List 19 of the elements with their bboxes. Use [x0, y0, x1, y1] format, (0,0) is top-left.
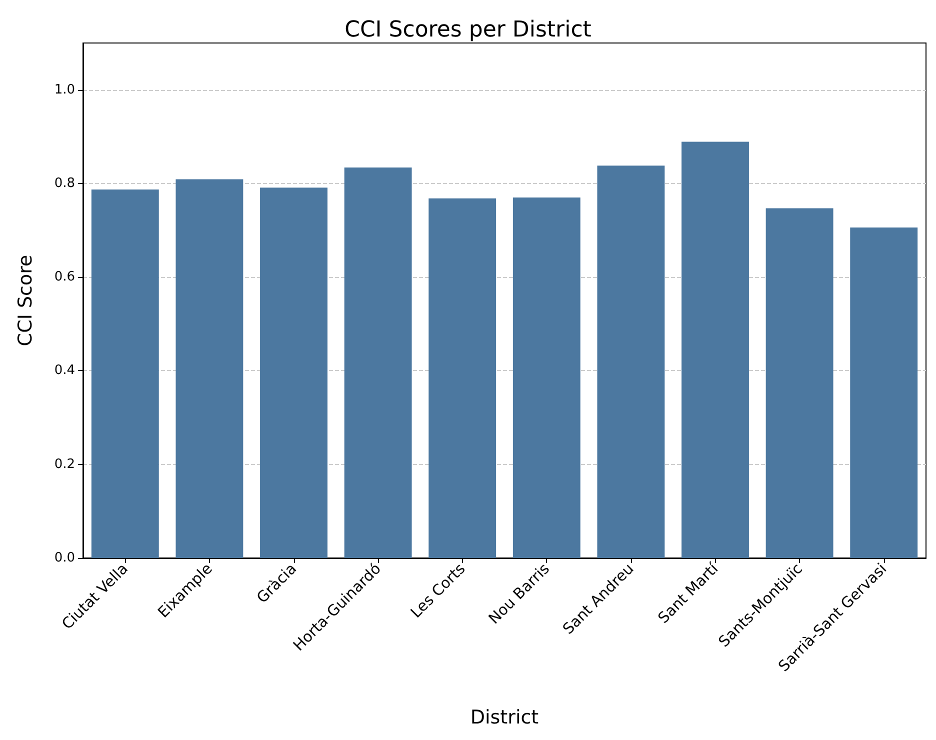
bar — [176, 179, 244, 558]
y-tick-label: 0.2 — [54, 456, 75, 472]
y-axis-title: CCI Score — [14, 254, 36, 346]
bar — [428, 198, 496, 558]
bar — [260, 188, 328, 558]
bar — [344, 168, 412, 558]
bar — [850, 227, 918, 558]
bar — [512, 198, 580, 558]
y-tick-label: 0.4 — [54, 363, 75, 378]
bar — [682, 142, 749, 558]
y-tick-label: 0.0 — [54, 550, 75, 566]
y-tick-label: 0.6 — [54, 270, 75, 285]
y-tick-label: 0.8 — [54, 176, 75, 191]
bar — [597, 166, 665, 558]
chart-title: CCI Scores per District — [344, 18, 592, 42]
bar — [766, 208, 834, 558]
y-tick-label: 1.0 — [54, 82, 75, 98]
x-axis-title: District — [470, 706, 539, 728]
bar — [91, 190, 159, 558]
